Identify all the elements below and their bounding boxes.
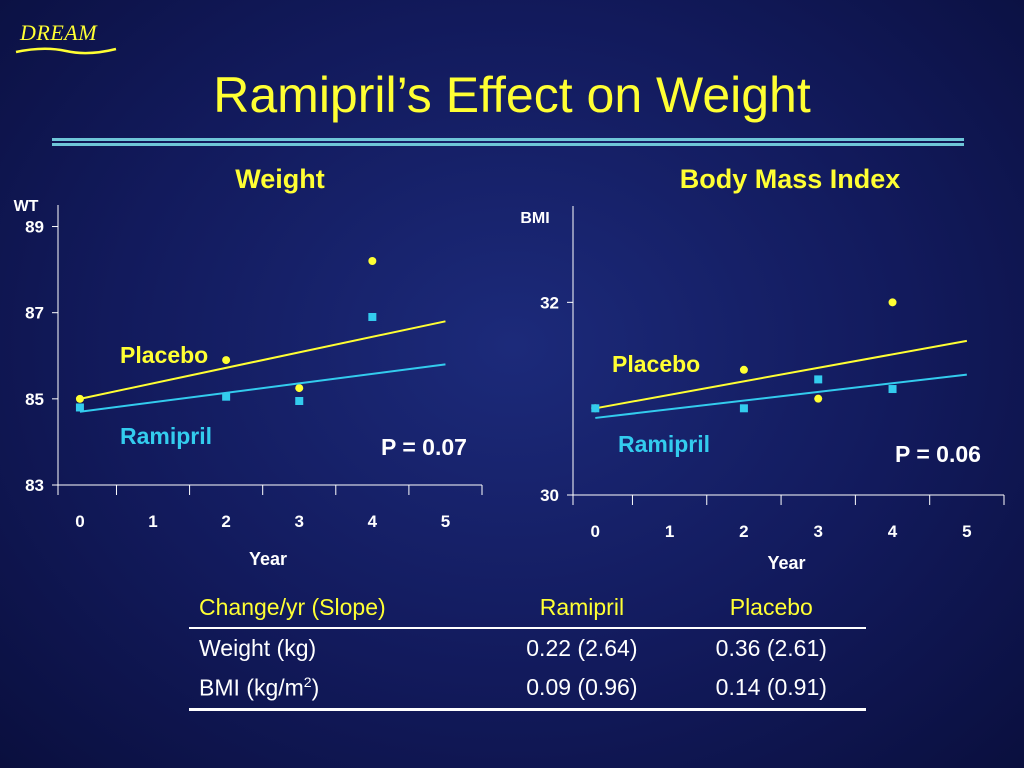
slope-table: Change/yr (Slope) Ramipril Placebo Weigh… [189,590,866,711]
bmi-placebo-trend-line [595,339,968,410]
bmi-placebo-point [814,394,823,403]
bmi-ramipril-trend-line [595,373,967,419]
bmi-ramipril-point [814,375,823,384]
bmi-y-axis-label: BMI [520,210,549,227]
table-row-weight: Weight (kg) 0.22 (2.64) 0.36 (2.61) [189,628,866,668]
weight-ramipril-point [295,397,304,405]
bmi-x-tick-label: 3 [813,522,822,541]
weight-legend-placebo: Placebo [120,342,208,368]
dream-logo: DREAM [14,20,124,60]
placebo-value: 0.14 (0.91) [676,668,866,711]
weight-x-tick-label: 2 [221,512,230,531]
weight-placebo-point [75,394,84,403]
bmi-x-tick-label: 5 [962,522,971,541]
weight-x-axis-label: Year [249,549,287,569]
bmi-ramipril-point [591,404,600,413]
weight-ramipril-trend-line [79,363,446,413]
placebo-value: 0.36 (2.61) [715,635,827,661]
row-label: BMI (kg/m2) [189,668,488,711]
bmi-x-tick-label: 4 [888,522,898,541]
logo-text: DREAM [20,20,98,45]
slide-title: Ramipril’s Effect on Weight [213,67,811,123]
table-row-bmi: BMI (kg/m2) 0.09 (0.96) 0.14 (0.91) [189,668,866,711]
weight-placebo-point [222,356,231,365]
header-placebo: Placebo [676,590,866,629]
weight-y-tick-label: 83 [25,476,44,495]
weight-y-tick-label: 89 [25,218,44,237]
bmi-ramipril-point [888,385,897,394]
title-divider [52,138,964,146]
header-ramipril: Ramipril [487,590,677,629]
logo-swoosh [15,47,117,55]
weight-chart-title: Weight [235,164,325,194]
weight-ramipril-point [222,392,231,401]
weight-y-tick-label: 85 [25,390,44,409]
weight-x-tick-label: 5 [441,512,450,531]
bmi-p-value: P = 0.06 [895,441,981,467]
bmi-chart-title: Body Mass Index [680,164,901,194]
bmi-y-tick-label: 30 [540,486,559,505]
weight-ramipril-point [75,403,84,412]
bmi-legend-placebo: Placebo [612,351,700,377]
weight-legend-ramipril: Ramipril [120,423,212,449]
weight-x-tick-label: 1 [148,512,157,531]
weight-ramipril-point [368,313,377,321]
ramipril-value: 0.09 (0.96) [487,668,677,711]
ramipril-value: 0.22 (2.64) [526,635,638,661]
weight-y-axis-label: WT [14,198,39,215]
bmi-placebo-point [591,404,600,413]
bmi-x-tick-label: 1 [665,522,674,541]
bmi-y-tick-label: 32 [540,293,559,312]
bmi-x-tick-label: 2 [739,522,748,541]
weight-placebo-point [295,384,304,393]
bmi-placebo-point [888,298,897,307]
bmi-legend-ramipril: Ramipril [618,431,710,457]
weight-x-tick-label: 3 [295,512,304,531]
row-label: Weight (kg) [199,635,317,661]
bmi-x-axis-label: Year [767,553,805,573]
table-header-row: Change/yr (Slope) Ramipril Placebo [189,590,866,629]
weight-x-tick-label: 4 [368,512,378,531]
weight-placebo-point [368,257,377,265]
weight-p-value: P = 0.07 [381,434,467,460]
bmi-placebo-point [739,365,748,374]
bmi-x-tick-label: 0 [591,522,600,541]
bmi-ramipril-point [739,404,748,413]
weight-placebo-trend-line [79,320,446,400]
header-change-per-year: Change/yr (Slope) [189,590,488,629]
weight-y-tick-label: 87 [25,304,44,323]
weight-x-tick-label: 0 [75,512,84,531]
